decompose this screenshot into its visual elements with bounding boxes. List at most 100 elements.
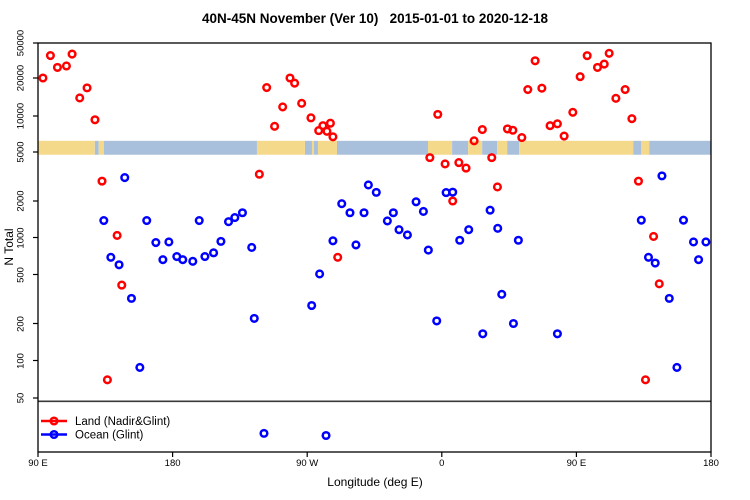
y-tick-label: 100 [15,352,27,369]
data-point-land [90,115,100,125]
data-point-land [75,93,85,103]
data-point-ocean [448,187,458,197]
data-point-ocean [672,362,682,372]
y-tick-label: 50000 [15,29,27,57]
data-point-land [559,131,569,141]
data-point-ocean [135,362,145,372]
data-point-land [82,83,92,93]
map-strip-segment-land [311,140,314,155]
data-point-ocean [552,329,562,339]
map-strip-segment-land [428,140,453,155]
legend-ocean-label: Ocean (Glint) [75,430,144,442]
map-strip-segment-land [256,140,305,155]
x-tick-label: 90 E [28,458,48,469]
data-point-land [328,132,338,142]
data-point-ocean [158,255,168,265]
data-point-ocean [230,213,240,223]
data-point-ocean [106,252,116,262]
data-point-ocean [345,208,355,218]
x-tick-label: 0 [439,458,445,469]
data-point-ocean [337,199,347,209]
data-point-ocean [99,215,109,226]
legend-land-label: Land (Nadir&Glint) [75,416,170,428]
data-point-ocean [418,206,428,217]
data-point-land [640,375,651,385]
data-point-ocean [402,230,412,240]
data-point-ocean [650,258,660,268]
data-point-ocean [351,240,361,250]
data-point-ocean [359,208,369,218]
data-point-ocean [249,313,259,323]
data-point-ocean [636,215,646,225]
data-point-land [433,109,443,119]
data-point-ocean [388,208,398,218]
data-point-land [112,230,122,240]
map-strip-segment-ocean [304,140,312,155]
axes-layer [33,42,712,457]
data-point-ocean [114,260,124,270]
data-point-land [454,158,464,168]
legend-land-marker-icon [49,416,59,426]
x-axis-title: Longitude (deg E) [327,475,423,489]
map-strip-segment-land [497,140,508,155]
data-point-land [649,231,659,242]
data-point-ocean [237,208,247,218]
map-strip-segment-ocean [507,140,520,155]
data-point-ocean [209,248,219,258]
y-tick-label: 500 [15,266,27,283]
data-point-ocean [678,215,689,225]
data-point-land [97,176,107,186]
data-point-land [545,121,555,131]
y-tick-label: 50 [15,392,27,404]
map-strip-segment-ocean [336,140,429,155]
data-point-ocean [508,318,518,329]
data-points-layer [38,48,711,441]
data-point-ocean [701,237,711,247]
data-point-land [469,136,479,146]
data-point-ocean [485,205,495,215]
data-point-land [611,93,621,103]
data-point-ocean [394,225,404,235]
data-point-land [537,83,547,93]
data-point-land [425,153,435,163]
data-point-land [61,61,71,71]
data-point-ocean [657,171,667,181]
data-point-land [582,51,592,61]
data-point-ocean [142,215,152,226]
data-point-ocean [194,215,204,226]
data-point-ocean [694,255,704,265]
map-strip-segment-ocean [313,140,318,155]
data-point-land [262,83,272,93]
data-point-ocean [423,245,433,255]
data-point-land [102,375,112,385]
data-point-ocean [307,300,317,311]
data-point-ocean [371,187,381,197]
data-point-land [654,279,664,289]
data-point-land [477,125,487,135]
data-point-ocean [223,217,234,227]
data-point-ocean [382,216,392,226]
data-point-ocean [643,252,654,262]
data-point-ocean [321,430,331,441]
data-point-land [440,159,450,169]
data-point-ocean [126,293,137,303]
data-point-ocean [455,235,465,245]
data-point-land [487,153,497,163]
data-point-land [461,163,471,173]
data-point-land [492,182,502,192]
legend: Land (Nadir&Glint) Ocean (Glint) [41,416,170,442]
data-point-land [599,59,609,69]
y-tick-label: 2000 [15,190,27,212]
map-strip-segment-land [98,140,104,155]
data-point-ocean [478,329,488,339]
data-point-land [530,56,540,66]
x-tick-label: 90 E [566,458,587,469]
data-point-land [290,78,300,88]
map-strip-segment-land [641,140,650,155]
data-point-land [325,118,335,128]
data-point-land [333,252,343,262]
data-point-ocean [688,237,699,247]
map-strip-segment-ocean [94,140,99,155]
